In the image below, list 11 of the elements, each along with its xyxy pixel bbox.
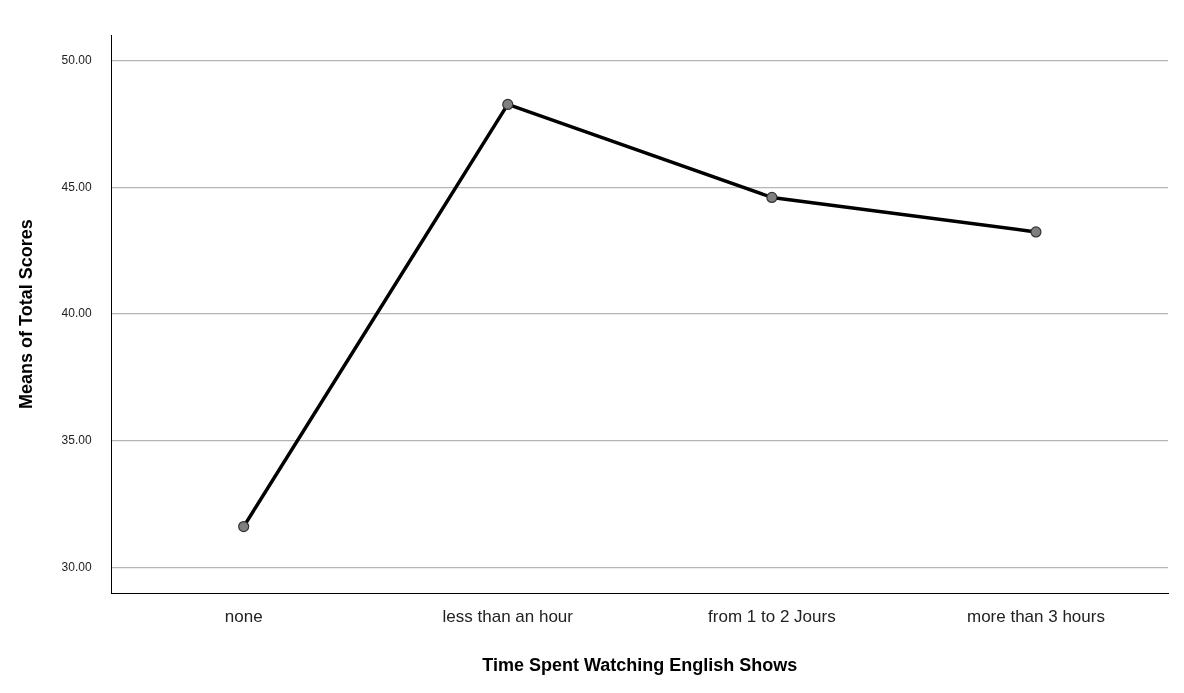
x-tick-label: more than 3 hours [966, 606, 1105, 626]
y-axis-title: Means of Total Scores [15, 219, 36, 409]
x-tick-label: from 1 to 2 Jours [708, 606, 836, 626]
y-tick-label: 50.00 [61, 52, 92, 67]
x-tick-label: less than an hour [442, 606, 574, 626]
x-tick-label: none [224, 606, 263, 626]
y-tick-label: 45.00 [61, 179, 92, 194]
y-tick-label: 35.00 [61, 433, 92, 448]
x-axis-title: Time Spent Watching English Shows [482, 655, 798, 676]
y-tick-label: 30.00 [61, 559, 92, 574]
y-tick-label: 40.00 [61, 306, 92, 321]
